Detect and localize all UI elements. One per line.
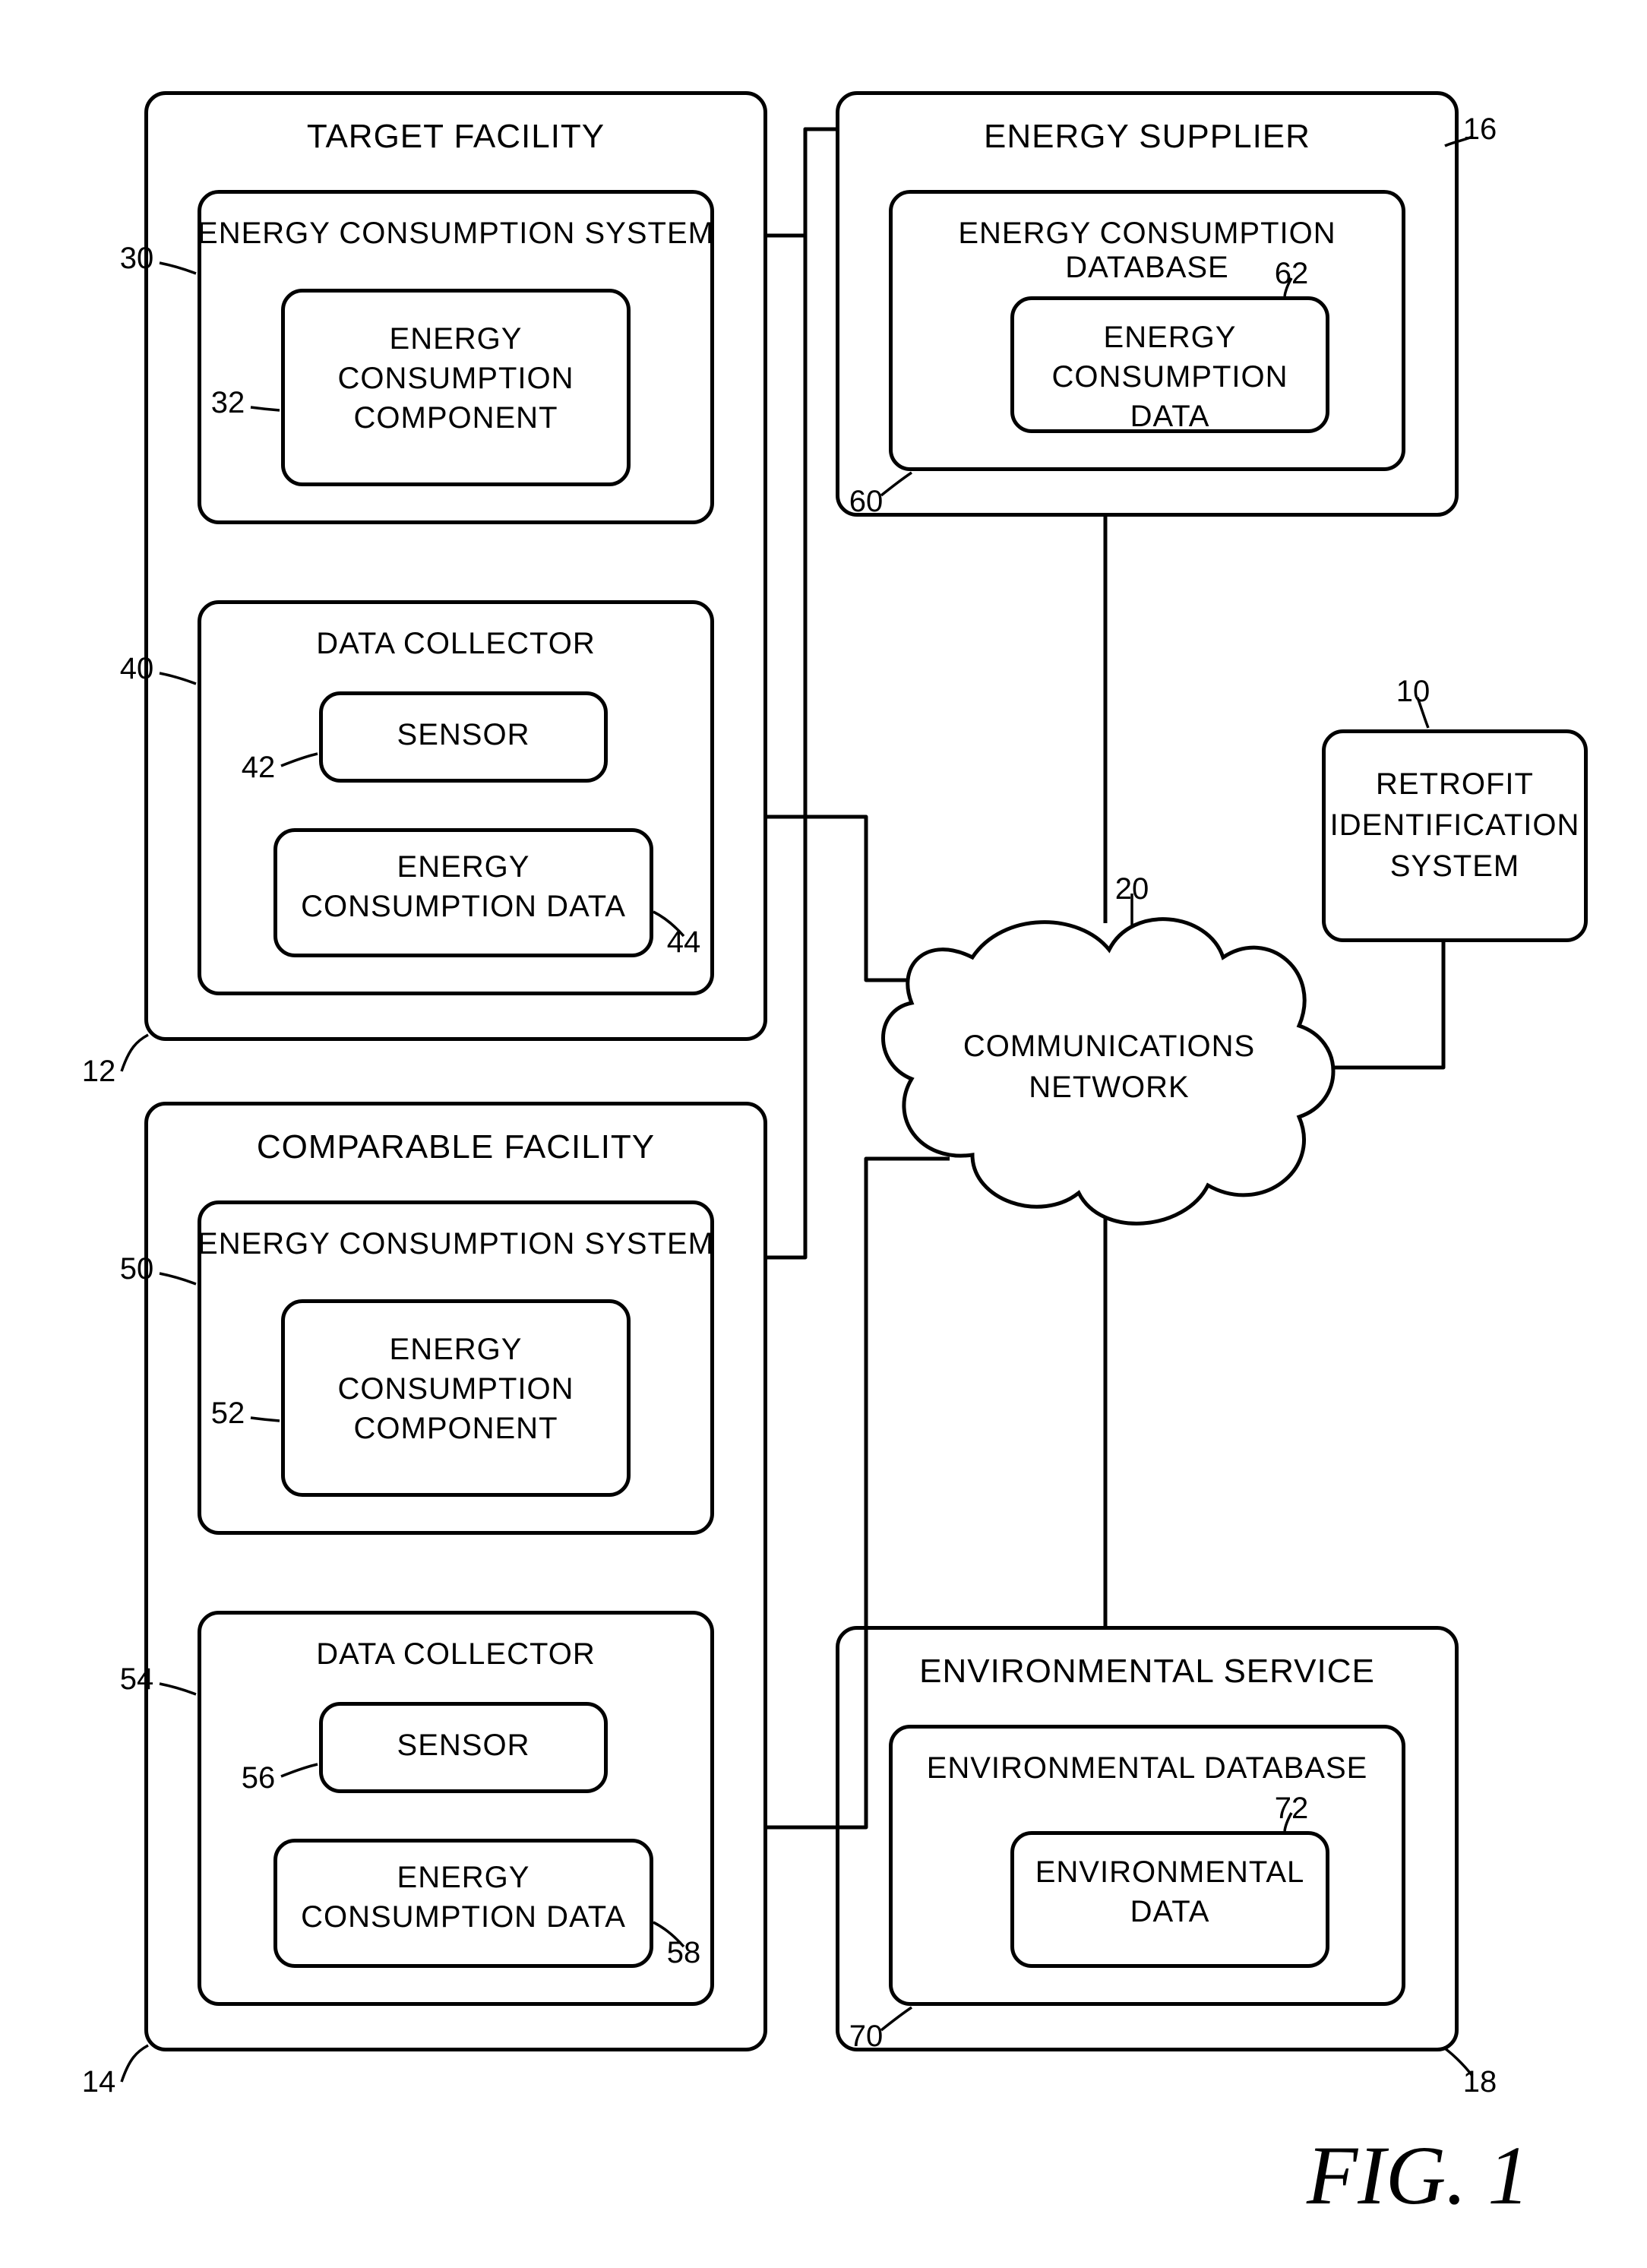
ref-32: 32 xyxy=(205,386,251,420)
comparable-facility-title: COMPARABLE FACILITY xyxy=(144,1128,767,1166)
comms-network-title: COMMUNICATIONS NETWORK xyxy=(896,1026,1322,1108)
ref-50: 50 xyxy=(114,1252,160,1286)
diagram-stage: TARGET FACILITY ENERGY CONSUMPTION SYSTE… xyxy=(0,0,1647,2268)
retrofit-title: RETROFIT IDENTIFICATION SYSTEM xyxy=(1322,764,1588,887)
ref-10: 10 xyxy=(1390,675,1436,709)
env-service-title: ENVIRONMENTAL SERVICE xyxy=(836,1653,1459,1691)
cf-dc-title: DATA COLLECTOR xyxy=(198,1637,714,1672)
ref-58: 58 xyxy=(661,1936,707,1970)
ref-70: 70 xyxy=(843,2020,889,2054)
ref-12: 12 xyxy=(76,1055,122,1089)
cf-ecd-title: ENERGY CONSUMPTION DATA xyxy=(273,1858,653,1937)
ref-56: 56 xyxy=(236,1761,281,1795)
ref-16: 16 xyxy=(1457,112,1503,147)
ref-42: 42 xyxy=(236,751,281,785)
es-db-title: ENERGY CONSUMPTION DATABASE xyxy=(889,217,1405,285)
energy-supplier-title: ENERGY SUPPLIER xyxy=(836,118,1459,156)
target-facility-title: TARGET FACILITY xyxy=(144,118,767,156)
cf-ecc-title: ENERGY CONSUMPTION COMPONENT xyxy=(281,1330,631,1448)
cf-sensor-title: SENSOR xyxy=(319,1729,608,1763)
es-data-title: ENERGY CONSUMPTION DATA xyxy=(1010,318,1329,436)
cf-ecs-title: ENERGY CONSUMPTION SYSTEM xyxy=(198,1227,714,1261)
ref-62: 62 xyxy=(1269,257,1314,291)
ref-54: 54 xyxy=(114,1662,160,1697)
tf-ecd-title: ENERGY CONSUMPTION DATA xyxy=(273,847,653,926)
ref-18: 18 xyxy=(1457,2065,1503,2099)
ref-60: 60 xyxy=(843,485,889,519)
ref-30: 30 xyxy=(114,242,160,276)
env-db-title: ENVIRONMENTAL DATABASE xyxy=(889,1751,1405,1786)
ref-52: 52 xyxy=(205,1397,251,1431)
ref-40: 40 xyxy=(114,652,160,686)
tf-ecs-title: ENERGY CONSUMPTION SYSTEM xyxy=(198,217,714,251)
ref-20: 20 xyxy=(1109,872,1155,906)
ref-44: 44 xyxy=(661,925,707,960)
ref-72: 72 xyxy=(1269,1792,1314,1826)
ref-14: 14 xyxy=(76,2065,122,2099)
env-data-title: ENVIRONMENTAL DATA xyxy=(1010,1852,1329,1931)
tf-ecc-title: ENERGY CONSUMPTION COMPONENT xyxy=(281,319,631,438)
tf-dc-title: DATA COLLECTOR xyxy=(198,627,714,661)
figure-label: FIG. 1 xyxy=(1307,2127,1529,2224)
tf-sensor-title: SENSOR xyxy=(319,718,608,752)
